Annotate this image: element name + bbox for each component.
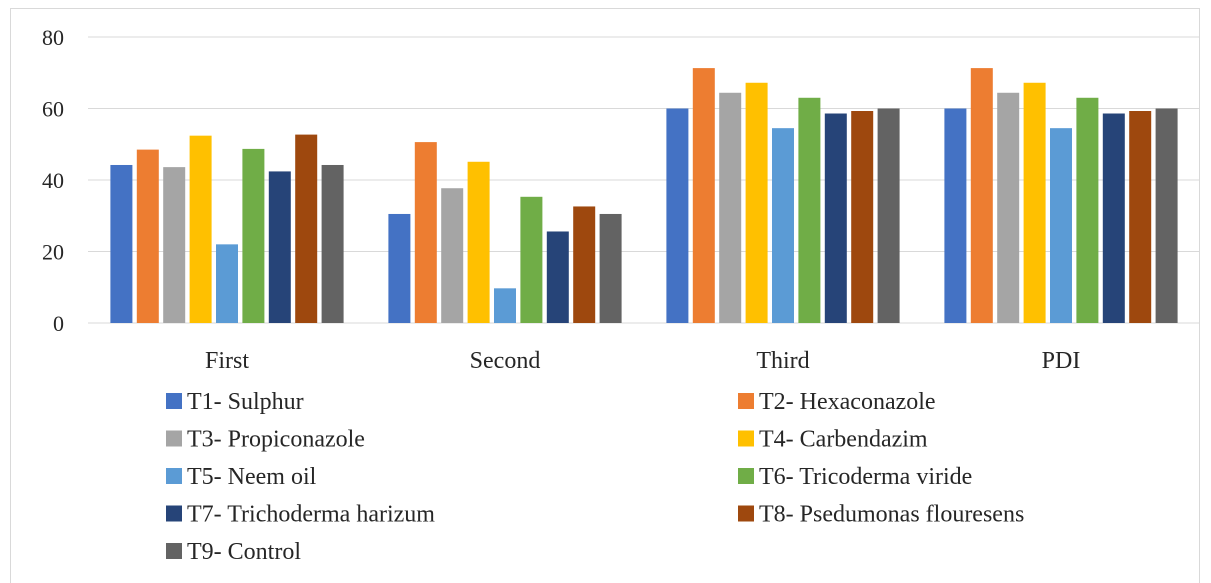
bar-pdi-t9 [1155, 108, 1178, 323]
bar-third-t9 [877, 108, 900, 323]
bar-second-t6 [520, 196, 543, 323]
y-tick-label: 80 [42, 25, 64, 50]
bar-second-t7 [546, 231, 569, 323]
bar-first-t3 [163, 167, 186, 323]
legend-swatch [738, 468, 754, 484]
category-label: First [205, 348, 249, 374]
legend-label: T3- Propiconazole [187, 427, 365, 453]
category-label: Third [756, 348, 809, 374]
bar-third-t8 [851, 111, 874, 323]
bar-second-t3 [441, 188, 464, 323]
bar-second-t1 [388, 213, 411, 323]
legend-label: T7- Trichoderma harizum [187, 502, 435, 528]
bar-third-t7 [824, 113, 847, 323]
bar-third-t6 [798, 97, 821, 324]
bar-first-t5 [216, 244, 238, 323]
bar-first-t2 [136, 149, 159, 323]
bar-pdi-t1 [944, 108, 967, 323]
legend-label: T9- Control [187, 539, 301, 565]
legend-label: T5- Neem oil [187, 464, 317, 490]
legend-swatch [738, 393, 754, 409]
bar-pdi-t5 [1050, 128, 1072, 323]
legend-label: T2- Hexaconazole [759, 389, 936, 415]
bar-third-t1 [666, 108, 689, 323]
bar-third-t3 [719, 92, 742, 324]
legend-swatch [166, 505, 182, 522]
chart-frame [10, 8, 1200, 583]
bar-pdi-t3 [997, 92, 1020, 324]
bar-pdi-t4 [1023, 82, 1046, 323]
legend-swatch [166, 543, 182, 559]
bar-pdi-t6 [1076, 97, 1099, 324]
bar-first-t9 [321, 164, 344, 323]
bar-second-t4 [467, 161, 490, 323]
bar-third-t5 [772, 128, 794, 323]
y-tick-label: 40 [42, 168, 64, 193]
y-tick-label: 0 [53, 311, 64, 336]
category-label: PDI [1042, 348, 1081, 374]
legend-swatch [166, 468, 182, 484]
y-tick-label: 20 [42, 240, 64, 265]
bar-first-t4 [189, 135, 212, 323]
category-label: Second [470, 348, 541, 374]
legend-label: T6- Tricoderma viride [759, 464, 972, 490]
legend-label: T8- Psedumonas flouresens [759, 502, 1024, 528]
legend-swatch [166, 393, 182, 409]
legend-label: T1- Sulphur [187, 389, 304, 415]
bar-pdi-t2 [970, 68, 993, 323]
bar-first-t7 [268, 171, 291, 323]
bar-first-t1 [110, 164, 133, 323]
bar-second-t5 [494, 288, 516, 323]
legend-swatch [738, 505, 754, 522]
bar-second-t2 [414, 142, 437, 323]
bar-pdi-t7 [1102, 113, 1125, 323]
bar-second-t9 [599, 213, 622, 323]
y-tick-label: 60 [42, 97, 64, 122]
bar-chart: 0 20 40 60 80 First Second Third PDI T1- Sulphur T… [42, 25, 1200, 565]
legend-label: T4- Carbendazim [759, 427, 928, 453]
bar-third-t4 [745, 82, 768, 323]
bar-pdi-t8 [1129, 111, 1152, 323]
bar-second-t8 [573, 206, 596, 323]
legend-swatch [738, 430, 754, 447]
bar-third-t2 [692, 68, 715, 323]
bar-first-t8 [295, 134, 318, 323]
legend-swatch [166, 430, 182, 447]
bar-first-t6 [242, 148, 265, 323]
